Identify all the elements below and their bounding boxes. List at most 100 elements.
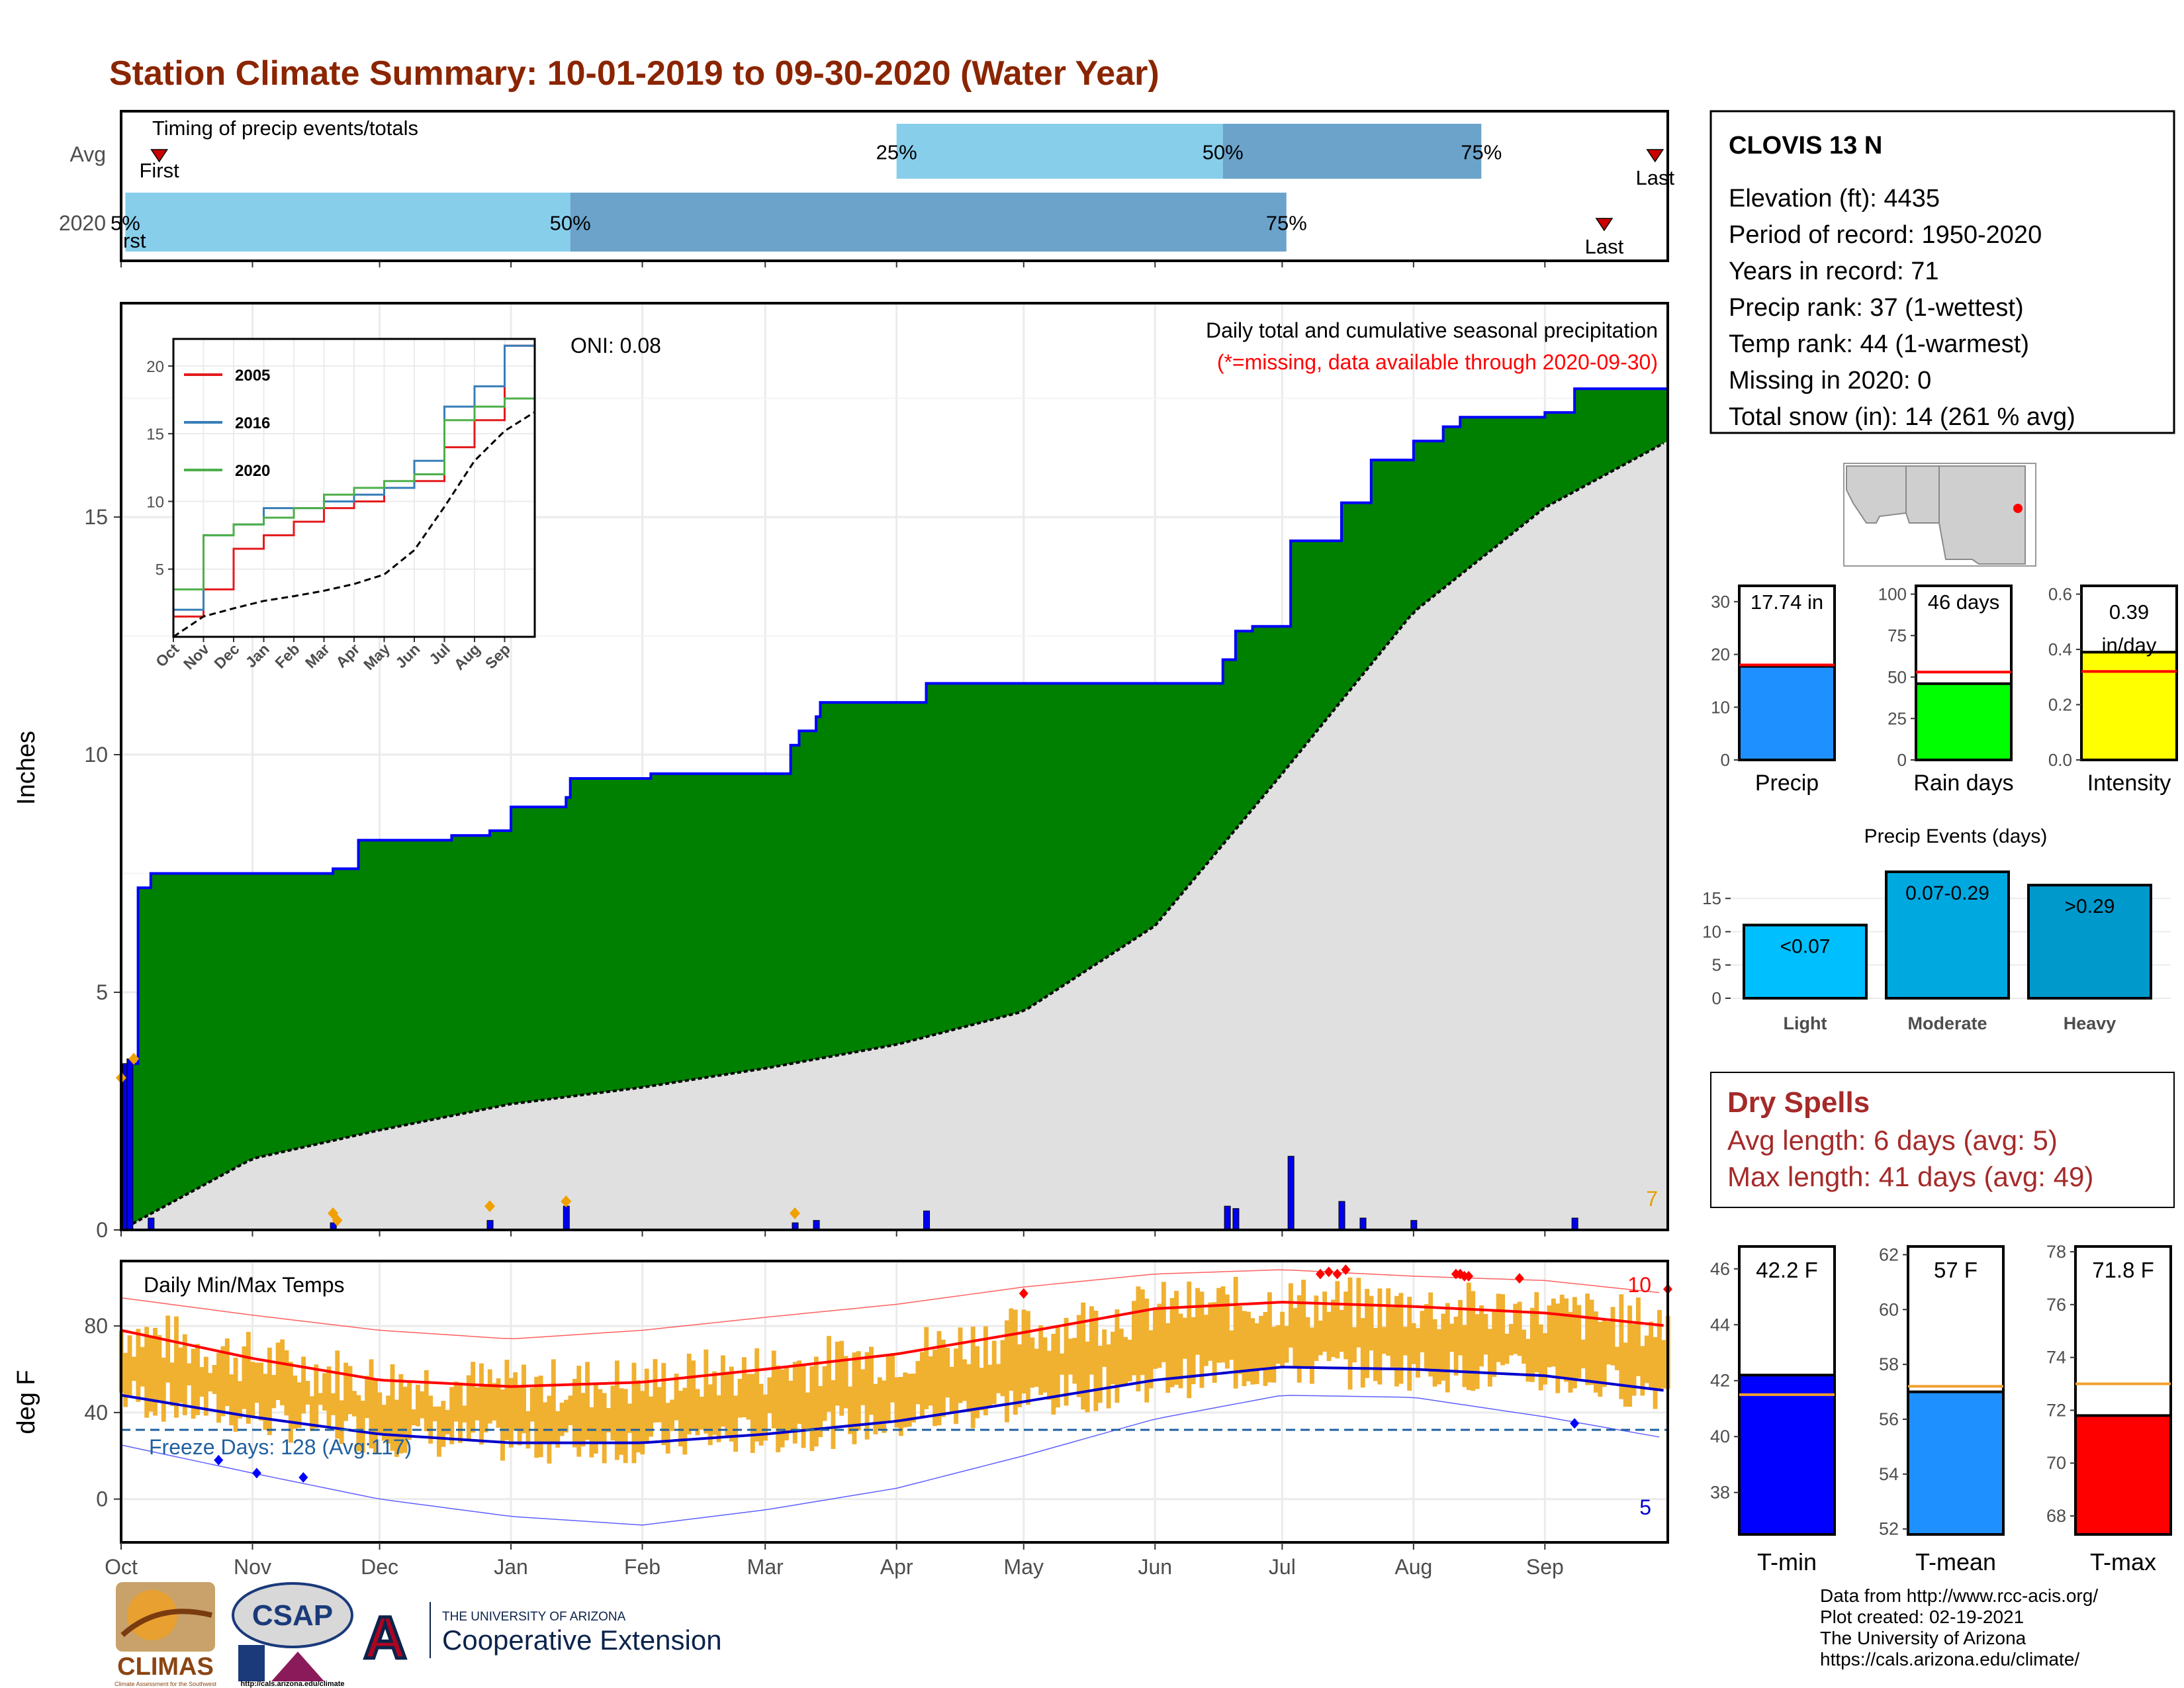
daily-temp-bar: [182, 1334, 187, 1415]
csap-mountain: [271, 1652, 324, 1681]
mini-bar-y-tick-label: 50: [1888, 667, 1907, 687]
daily-temp-bar: [1191, 1317, 1196, 1385]
page-title: Station Climate Summary: 10-01-2019 to 0…: [109, 54, 1160, 93]
cumulative-precip-line: [121, 387, 1668, 1231]
daily-temp-bar: [1242, 1311, 1247, 1387]
daily-temp-bar: [614, 1360, 619, 1460]
daily-temp-bar: [1220, 1286, 1226, 1363]
daily-temp-bar: [635, 1380, 641, 1453]
timing-last-marker: [1646, 149, 1664, 163]
daily-temp-bar: [195, 1344, 200, 1415]
daily-temp-bar: [835, 1341, 840, 1406]
temp-bar-y-tick-label: 68: [2046, 1506, 2066, 1526]
precip-panel-header: Daily total and cumulative seasonal prec…: [1206, 318, 1658, 342]
daily-temp-bar: [1157, 1303, 1162, 1368]
daily-temp-bar: [1097, 1345, 1103, 1403]
temp-bar-y-tick-label: 58: [1879, 1354, 1899, 1374]
inset-border: [172, 338, 536, 638]
daily-temp-bar: [1034, 1348, 1039, 1387]
daily-temp-bar: [1085, 1341, 1090, 1413]
temp-bar-y-tick-label: 62: [1879, 1244, 1899, 1264]
oni-label: ONI: 0.08: [570, 334, 661, 357]
snow-marker: [128, 1053, 140, 1065]
precip-y-axis-title: Inches: [13, 731, 40, 805]
daily-temp-bar: [1118, 1329, 1124, 1387]
daily-temp-bar: [242, 1346, 247, 1409]
daily-temp-bar: [758, 1383, 764, 1446]
mini-bar-name-2: Intensity: [2087, 771, 2171, 796]
daily-precip-bar: [1287, 1156, 1295, 1231]
daily-temp-bar: [1140, 1289, 1145, 1376]
daily-temp-bar: [1606, 1321, 1612, 1365]
daily-temp-bar: [1377, 1288, 1383, 1385]
daily-temp-bar: [640, 1391, 645, 1455]
daily-temp-bar: [449, 1387, 455, 1444]
daily-temp-bar: [763, 1394, 768, 1441]
station-name: CLOVIS 13 N: [1729, 132, 1882, 160]
daily-temp-bar: [1093, 1311, 1099, 1411]
month-label: Feb: [624, 1555, 660, 1579]
daily-temp-bar: [1483, 1314, 1488, 1355]
daily-temp-bar: [852, 1352, 857, 1444]
daily-temp-bar: [1284, 1326, 1289, 1363]
daily-temp-bar: [453, 1382, 459, 1422]
ua-big-text: Cooperative Extension: [442, 1624, 722, 1656]
daily-temp-bar: [1360, 1318, 1365, 1388]
daily-temp-bar: [767, 1377, 772, 1413]
daily-temp-bar: [381, 1405, 387, 1441]
daily-temp-bar: [649, 1396, 654, 1437]
daily-temp-bar: [377, 1392, 383, 1435]
daily-temp-bar: [674, 1374, 679, 1421]
daily-temp-bar: [631, 1362, 637, 1464]
station-info-line: Precip rank: 37 (1-wettest): [1729, 294, 2024, 322]
daily-temp-bar: [203, 1356, 208, 1416]
temp-bar-y-tick-label: 72: [2046, 1400, 2066, 1420]
record-high-marker: [1341, 1264, 1351, 1276]
daily-temp-bar: [1195, 1288, 1200, 1355]
daily-temp-bar: [322, 1373, 328, 1411]
daily-temp-bar: [1585, 1293, 1590, 1385]
record-low-marker: [251, 1468, 261, 1479]
daily-temp-bar: [1187, 1282, 1192, 1399]
daily-temp-bar: [966, 1364, 972, 1413]
csap-logo-text: CSAP: [252, 1599, 333, 1632]
daily-temp-bar: [1115, 1309, 1120, 1403]
inset-y-tick-label: 10: [146, 493, 164, 511]
daily-temp-bar: [462, 1405, 467, 1423]
daily-temp-bar: [1453, 1317, 1459, 1376]
daily-temp-bar: [873, 1383, 878, 1434]
mini-bar-y-tick-label: 30: [1711, 592, 1730, 612]
csap-url: http://cals.arizona.edu/climate: [240, 1680, 344, 1688]
daily-temp-bar: [589, 1407, 594, 1458]
daily-temp-bar: [1445, 1303, 1450, 1393]
daily-temp-bar: [1356, 1278, 1361, 1348]
daily-temp-bar: [1330, 1299, 1336, 1357]
daily-temp-bar: [1072, 1338, 1077, 1384]
daily-temp-bar: [1064, 1317, 1069, 1406]
csap-bars: [238, 1645, 265, 1681]
daily-temp-bar: [543, 1402, 547, 1442]
daily-temp-bar: [500, 1389, 505, 1461]
temp-bar-name-2: T-max: [2090, 1548, 2156, 1575]
average-cumulative-line: [120, 442, 1664, 1231]
precip-event-category: Moderate: [1907, 1013, 1987, 1033]
daily-temp-bar: [1352, 1327, 1357, 1363]
month-label: Nov: [234, 1555, 271, 1579]
daily-temp-bar: [458, 1382, 463, 1443]
precip-event-category: Heavy: [2064, 1013, 2116, 1033]
temperature-bar-charts: 42.2 F 38 40 42 44 46 T-min 57 F 52 54 56 58 60 62 T-m…: [1710, 1242, 2172, 1575]
daily-temp-bar: [1610, 1307, 1615, 1366]
daily-temp-bar: [788, 1380, 794, 1431]
daily-temp-bar: [390, 1364, 395, 1451]
daily-temp-bar: [284, 1350, 289, 1416]
temp-bar-y-tick-label: 44: [1710, 1315, 1730, 1335]
daily-temp-bar: [161, 1357, 166, 1422]
daily-temp-bar: [933, 1349, 938, 1427]
timing-first-marker: [150, 149, 169, 163]
daily-temp-bar: [1402, 1327, 1408, 1356]
daily-temp-bar: [1025, 1311, 1030, 1405]
daily-temp-bar: [1203, 1315, 1208, 1366]
daily-temp-bar: [1038, 1325, 1044, 1395]
daily-temp-bar: [568, 1395, 573, 1425]
